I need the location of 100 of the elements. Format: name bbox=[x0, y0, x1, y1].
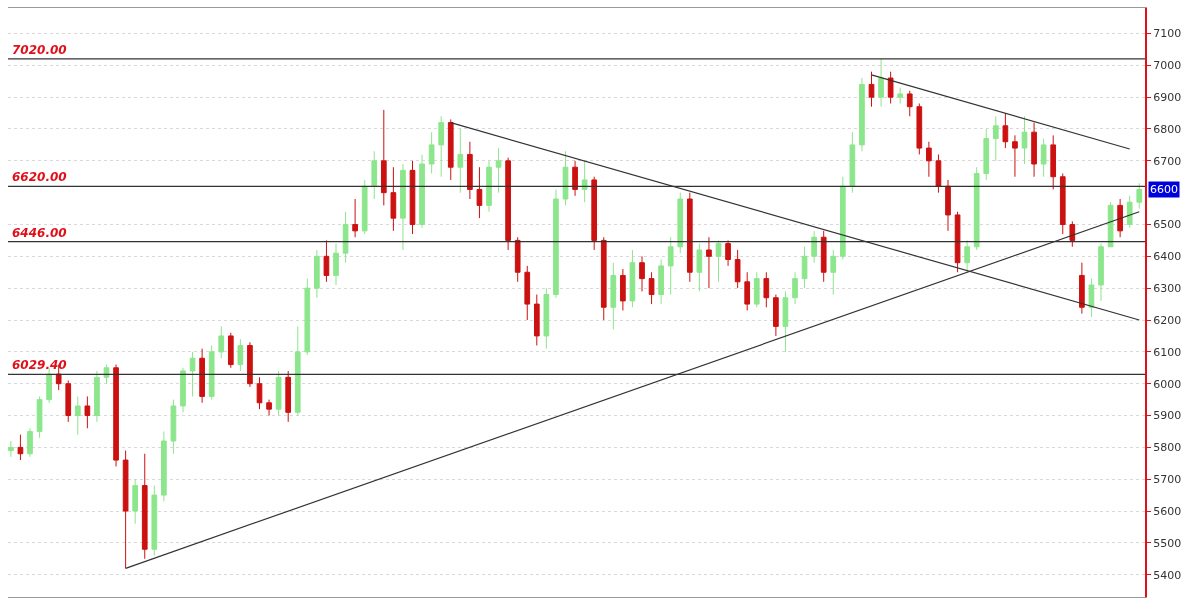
candlestick bbox=[161, 430, 167, 502]
candlestick bbox=[266, 399, 272, 417]
candlestick bbox=[667, 236, 674, 296]
candlestick bbox=[237, 338, 244, 372]
candlestick bbox=[36, 395, 43, 439]
candlestick bbox=[945, 179, 951, 232]
candlestick bbox=[620, 268, 626, 311]
candlestick bbox=[84, 395, 91, 429]
candlestick bbox=[1088, 278, 1095, 318]
candlestick bbox=[151, 485, 158, 557]
candlestick bbox=[553, 188, 559, 299]
candlestick bbox=[1098, 243, 1104, 302]
candlestick bbox=[820, 230, 827, 283]
candlestick bbox=[964, 239, 970, 273]
candlestick bbox=[352, 198, 358, 238]
candlestick bbox=[639, 255, 645, 292]
candlestick bbox=[715, 239, 722, 283]
candlestick bbox=[677, 192, 684, 254]
candlestick bbox=[801, 246, 808, 289]
candlestick bbox=[447, 118, 454, 181]
candlestick bbox=[906, 90, 913, 117]
candlestick bbox=[495, 147, 502, 194]
candlestick bbox=[859, 77, 865, 152]
candlestick bbox=[543, 287, 550, 350]
ref-line-label: 6620.00 bbox=[12, 170, 67, 184]
candlestick bbox=[199, 348, 205, 404]
candlestick bbox=[1079, 262, 1085, 315]
candlestick bbox=[524, 265, 531, 321]
candlestick bbox=[1107, 201, 1114, 248]
candlestick bbox=[27, 427, 33, 458]
candlestick bbox=[113, 364, 119, 467]
text: 6600 bbox=[1150, 183, 1178, 196]
candlestick bbox=[1136, 182, 1143, 210]
y-tick-label: 5400 bbox=[1153, 568, 1182, 582]
candlestick bbox=[773, 294, 779, 337]
candlestick bbox=[1050, 134, 1057, 190]
candlestick bbox=[1126, 195, 1133, 229]
y-tick-label: 5900 bbox=[1153, 409, 1182, 423]
candlestick bbox=[658, 259, 664, 305]
candlestick bbox=[753, 271, 760, 308]
candlestick bbox=[256, 376, 263, 410]
candlestick bbox=[218, 325, 225, 359]
candlestick bbox=[65, 380, 72, 423]
ref-line-label: 6446.00 bbox=[12, 226, 67, 240]
candlestick bbox=[572, 160, 578, 197]
candlestick bbox=[419, 153, 425, 229]
candlestick bbox=[734, 249, 741, 289]
candlestick bbox=[247, 341, 253, 388]
candlestick bbox=[275, 370, 282, 417]
candlestick bbox=[581, 160, 588, 203]
y-tick-label: 6800 bbox=[1153, 122, 1182, 136]
candlestick bbox=[744, 271, 751, 311]
candlestick bbox=[1040, 138, 1047, 178]
candlestick bbox=[17, 434, 24, 461]
candlestick bbox=[887, 71, 894, 105]
candlestick bbox=[457, 128, 464, 194]
candlestick bbox=[868, 71, 875, 108]
y-tick-label: 6100 bbox=[1153, 345, 1182, 359]
candlestick bbox=[428, 131, 435, 175]
candlestick bbox=[849, 131, 856, 194]
candlestick bbox=[610, 262, 617, 331]
y-tick-label: 6200 bbox=[1153, 313, 1182, 327]
candlestick bbox=[1012, 134, 1018, 178]
candlestick bbox=[74, 395, 81, 436]
candlestick bbox=[314, 249, 320, 299]
candlestick bbox=[132, 478, 139, 525]
candlestick bbox=[629, 249, 636, 308]
candlestick bbox=[1031, 122, 1037, 178]
ref-line-label: 7020.00 bbox=[12, 43, 67, 57]
candlestick bbox=[782, 290, 789, 353]
candlestick bbox=[706, 236, 712, 289]
candlestick bbox=[180, 367, 186, 413]
candlestick bbox=[8, 440, 14, 458]
candlestick bbox=[208, 344, 215, 401]
candlestick bbox=[46, 367, 52, 404]
y-tick-label: 5800 bbox=[1153, 441, 1182, 455]
candlestick bbox=[514, 236, 521, 283]
candlestick bbox=[400, 163, 406, 251]
candlestick bbox=[342, 211, 349, 264]
candlestick bbox=[600, 236, 607, 321]
candlestick bbox=[189, 351, 196, 397]
candlestick bbox=[973, 166, 980, 251]
candlestick bbox=[648, 271, 655, 305]
y-tick-label: 6400 bbox=[1153, 250, 1182, 264]
ref-line-label: 6029.40 bbox=[12, 358, 67, 372]
candlestick bbox=[227, 332, 234, 369]
candlestick bbox=[361, 179, 368, 235]
candlestick bbox=[830, 249, 837, 296]
candlestick bbox=[285, 370, 292, 423]
candlestick bbox=[467, 141, 473, 200]
y-tick-label: 6500 bbox=[1153, 218, 1182, 232]
candlestick bbox=[390, 166, 397, 232]
candlestick bbox=[333, 243, 339, 286]
candlestick bbox=[1021, 115, 1028, 165]
candlestick bbox=[122, 450, 129, 569]
y-tick-label: 5600 bbox=[1153, 504, 1182, 518]
candlestick bbox=[792, 271, 798, 305]
candlestick bbox=[486, 160, 492, 213]
candlestick bbox=[763, 271, 770, 308]
candlestick bbox=[878, 58, 884, 108]
